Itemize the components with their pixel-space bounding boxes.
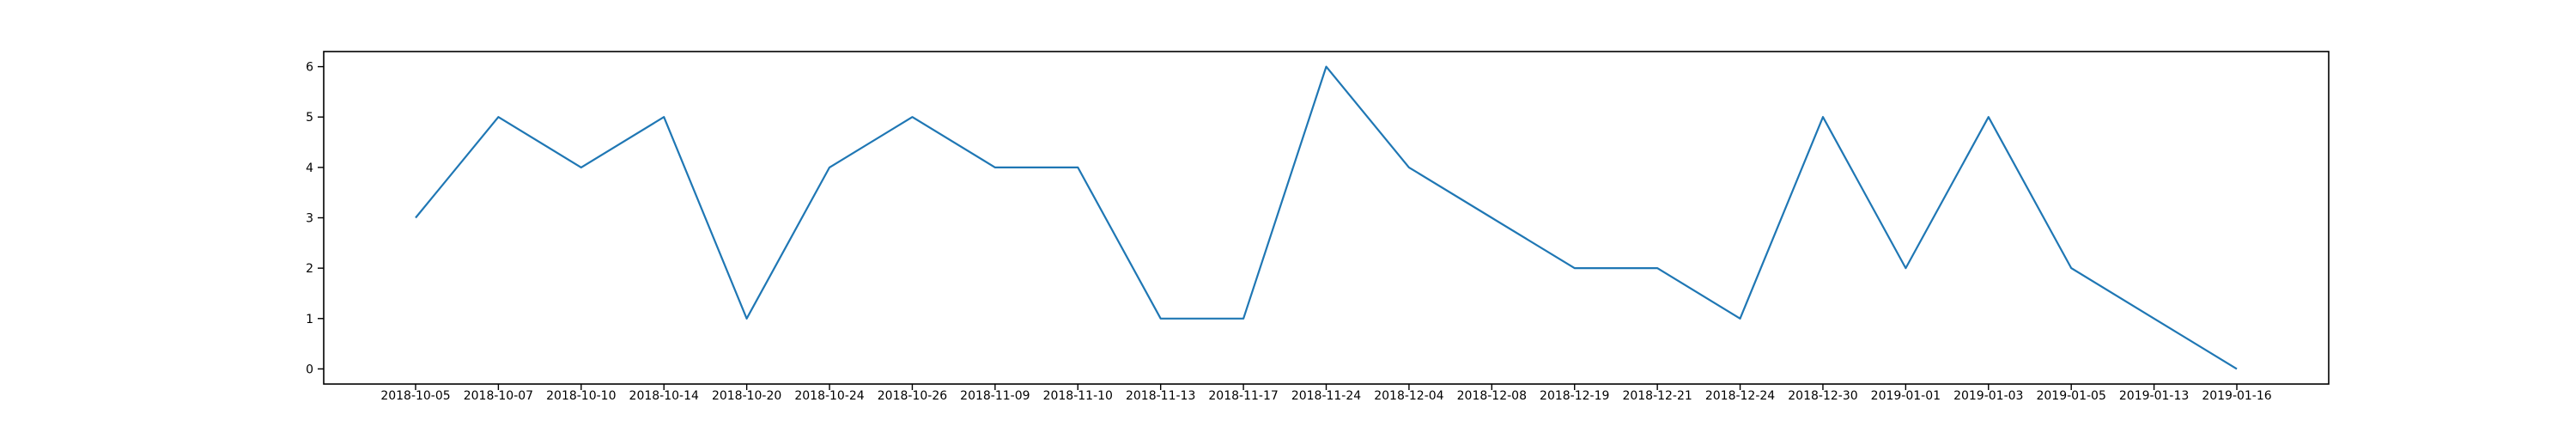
x-tick-label: 2018-11-10 xyxy=(1043,389,1113,403)
x-tick-label: 2018-12-04 xyxy=(1374,389,1443,403)
x-tick-label: 2019-01-13 xyxy=(2119,389,2189,403)
x-tick-label: 2019-01-01 xyxy=(1871,389,1941,403)
axis-ticks: 0 1 2 3 4 5 6 2018-10-05 2018-10-07 2018-10-10 201… xyxy=(306,61,2272,403)
x-tick-label: 2018-10-14 xyxy=(629,389,699,403)
x-tick-label: 2018-12-21 xyxy=(1622,389,1692,403)
x-tick-label: 2018-11-09 xyxy=(960,389,1030,403)
y-tick-label: 5 xyxy=(306,111,313,125)
y-tick-label: 3 xyxy=(306,212,313,226)
x-tick-label: 2018-10-20 xyxy=(712,389,781,403)
x-tick-label: 2018-11-17 xyxy=(1208,389,1278,403)
x-tick-label: 2018-11-24 xyxy=(1291,389,1361,403)
y-tick-label: 1 xyxy=(306,313,313,326)
series-line xyxy=(415,65,2238,370)
x-tick-label: 2018-10-07 xyxy=(464,389,533,403)
y-tick-label: 6 xyxy=(306,61,313,75)
x-tick-label: 2018-12-08 xyxy=(1457,389,1527,403)
y-tick-label: 0 xyxy=(306,363,313,376)
x-tick-label: 2018-12-19 xyxy=(1540,389,1609,403)
y-tick-label: 2 xyxy=(306,262,313,276)
x-tick-label: 2018-10-24 xyxy=(794,389,864,403)
x-tick-label: 2018-10-10 xyxy=(546,389,616,403)
x-tick-label: 2019-01-03 xyxy=(1953,389,2023,403)
plot-frame xyxy=(323,51,2330,385)
x-tick-label: 2019-01-16 xyxy=(2202,389,2271,403)
y-tick-label: 4 xyxy=(306,162,313,175)
x-tick-label: 2018-11-13 xyxy=(1126,389,1195,403)
x-tick-label: 2018-12-24 xyxy=(1705,389,1775,403)
x-tick-label: 2018-10-05 xyxy=(380,389,450,403)
x-tick-label: 2018-12-30 xyxy=(1788,389,1857,403)
x-tick-label: 2018-10-26 xyxy=(878,389,947,403)
x-tick-label: 2019-01-05 xyxy=(2036,389,2105,403)
series-layer xyxy=(415,65,2238,370)
